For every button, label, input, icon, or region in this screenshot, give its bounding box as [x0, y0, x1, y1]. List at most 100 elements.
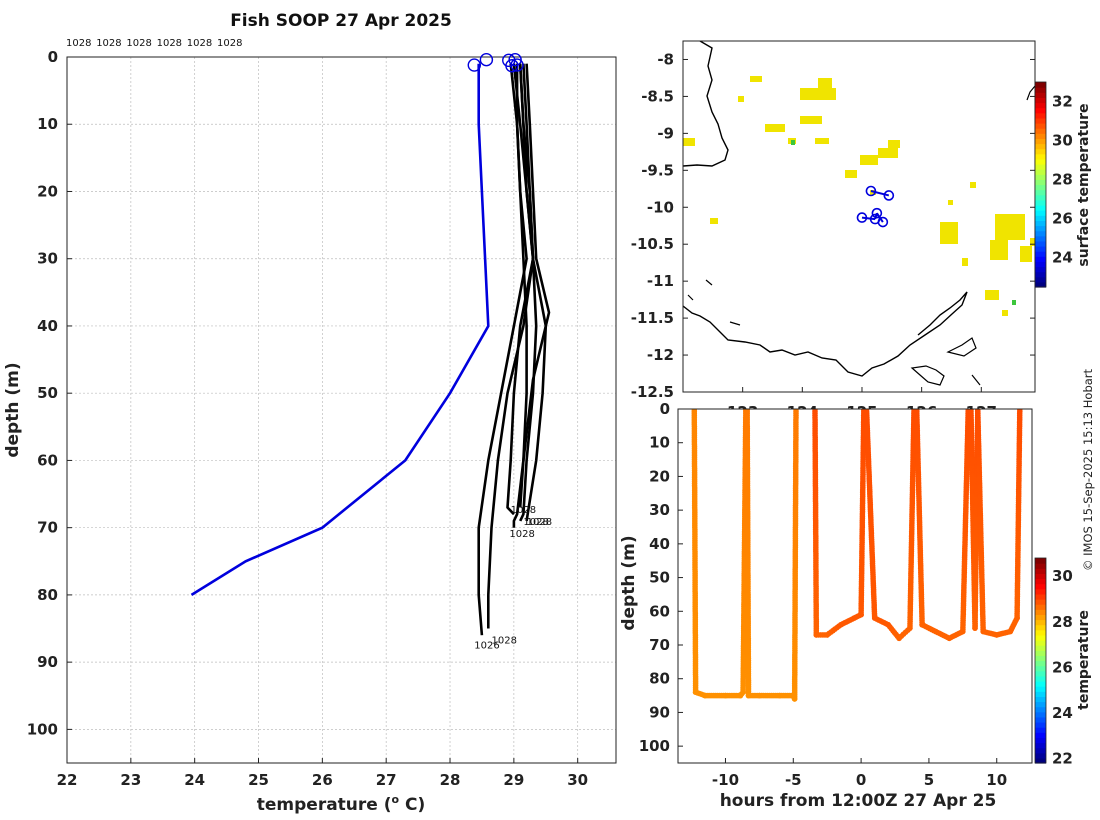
map-colorbar-tick-label: 24 [1052, 249, 1073, 267]
map-colorbar-swatch [1035, 112, 1046, 119]
map-colorbar-swatch [1035, 143, 1046, 150]
track-point [877, 216, 889, 228]
map-y-tick-label: -8.5 [641, 87, 674, 105]
map-colorbar-label: surface temperature [1076, 103, 1092, 266]
map-colorbar-tick-label: 26 [1052, 210, 1073, 228]
section-frame [677, 408, 1033, 764]
surface-markers [467, 52, 524, 73]
section-point [1017, 409, 1023, 412]
map-colorbar-swatch [1035, 117, 1046, 124]
map-colorbar-swatch [1035, 266, 1046, 273]
section-colorbar-swatch [1035, 568, 1046, 574]
section-colorbar-swatch [1035, 742, 1046, 749]
map-colorbar-swatch [1035, 256, 1046, 262]
surface-marker [505, 59, 519, 73]
map-colorbar-swatch [1035, 271, 1046, 278]
section-colorbar-swatch [1035, 650, 1046, 656]
section-y-tick-label: 0 [660, 400, 670, 418]
surface-marker [510, 58, 524, 72]
section-colorbar-swatch [1035, 696, 1046, 703]
sst-patch [815, 138, 829, 144]
sst-patch [791, 140, 795, 145]
section-colorbar-swatch [1035, 737, 1046, 744]
track-point [871, 207, 883, 219]
section-colorbar-swatch [1035, 732, 1046, 738]
section-colorbar-swatch [1035, 609, 1046, 615]
section-colorbar-swatch [1035, 665, 1046, 672]
section-colorbar-swatch [1035, 573, 1046, 580]
section-colorbar-swatch [1035, 619, 1046, 626]
sst-patch [970, 182, 976, 188]
profile-line-4 [518, 63, 551, 508]
map-background [683, 41, 1035, 392]
section-y-tick-label: 70 [649, 636, 670, 654]
profile-x-tick-label: 22 [57, 771, 78, 789]
profile-x-tick-label: 29 [503, 771, 524, 789]
section-points [691, 409, 1023, 702]
profile-y-tick-label: 60 [37, 451, 58, 469]
section-colorbar-swatch [1035, 691, 1046, 697]
map-y-tick-label: -11.5 [631, 309, 674, 327]
profile-y-tick-label: 90 [37, 653, 58, 671]
section-colorbar-swatch [1035, 711, 1046, 718]
sst-patch [738, 96, 744, 102]
section-colorbar-swatch [1035, 634, 1046, 641]
sst-patch [990, 240, 1008, 260]
section-colorbar-swatch [1035, 757, 1046, 764]
section-colorbar-tick-label: 22 [1052, 749, 1073, 767]
map-y-tick-label: -12 [647, 346, 674, 364]
map-colorbar-swatch [1035, 210, 1046, 216]
sst-patch [710, 218, 718, 224]
map-colorbar-swatch [1035, 189, 1046, 196]
map-colorbar-tick-label: 32 [1052, 93, 1073, 111]
map-colorbar-swatch [1035, 215, 1046, 221]
sst-patch [750, 76, 762, 82]
map-colorbar-swatch [1035, 153, 1046, 160]
top-density-label: 1028 [96, 38, 121, 49]
section-colorbar-swatch [1035, 716, 1046, 723]
map-colorbar-swatch [1035, 133, 1046, 139]
map-colorbar-swatch [1035, 220, 1046, 227]
xlabel-superscript: o [392, 793, 400, 806]
section-y-tick-label: 100 [639, 737, 670, 755]
profile-plot-frame [66, 56, 617, 764]
section-x-axis-label: hours from 12:00Z 27 Apr 25 [720, 791, 997, 811]
section-colorbar-tick-label: 30 [1052, 567, 1073, 585]
sst-patch [948, 200, 953, 205]
section-point [793, 409, 799, 412]
section-colorbar-swatch [1035, 563, 1046, 569]
section-y-tick-label: 40 [649, 535, 670, 553]
sst-patch [1030, 238, 1035, 246]
map-colorbar-swatch [1035, 251, 1046, 257]
sst-patch [860, 155, 878, 165]
coastline-islands [687, 85, 1035, 386]
profile-y-tick-label: 80 [37, 586, 58, 604]
section-colorbar-swatch [1035, 675, 1046, 682]
section-x-tick-label: 0 [856, 771, 866, 789]
climatology-line-group [190, 63, 490, 597]
track-point [856, 212, 868, 223]
surface-marker [467, 58, 481, 72]
profile-end-label: 1028 [527, 517, 552, 528]
surface-marker [479, 52, 494, 67]
map-y-tick-label: -12.5 [631, 383, 674, 401]
map-colorbar-tick-label: 28 [1052, 171, 1073, 189]
profile-x-ticks: 22 23 24 25 26 27 28 29 30 [57, 758, 588, 789]
section-colorbar-swatch [1035, 645, 1046, 651]
profile-end-label: 1028 [492, 635, 517, 646]
section-colorbar-swatch [1035, 624, 1046, 631]
map-colorbar-swatch [1035, 205, 1046, 211]
map-colorbar-swatch [1035, 281, 1046, 288]
profile-y-tick-label: 30 [37, 250, 58, 268]
profile-y-tick-label: 50 [37, 384, 58, 402]
map-colorbar-swatch [1035, 174, 1046, 180]
section-colorbar-tick-label: 24 [1052, 704, 1073, 722]
profile-y-tick-label: 0 [48, 48, 58, 66]
map-y-tick-label: -11 [647, 272, 674, 290]
top-density-label: 1028 [217, 38, 242, 49]
section-y-tick-label: 10 [649, 434, 670, 452]
map-colorbar-swatch [1035, 138, 1046, 145]
section-colorbar-swatch [1035, 655, 1046, 662]
ship-track [856, 185, 895, 228]
